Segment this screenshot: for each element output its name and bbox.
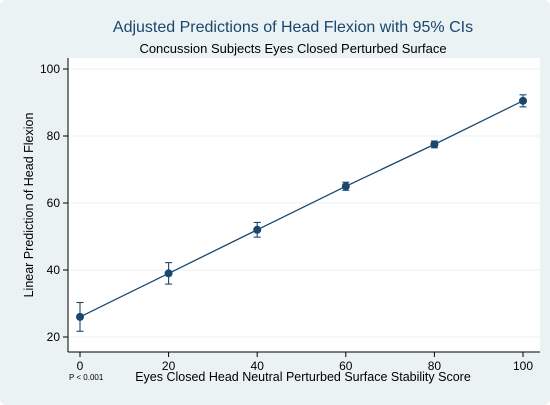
data-layer [76,94,527,332]
y-tick-label: 40 [47,263,61,277]
gridlines [68,68,540,338]
y-tick-label: 100 [40,62,60,76]
x-tick-label: 60 [339,359,353,373]
p-value-note: P < 0.001 [69,373,104,382]
x-tick-label: 80 [428,359,442,373]
data-point [76,312,84,321]
series-line [79,100,524,318]
chart-subtitle: Concussion Subjects Eyes Closed Perturbe… [139,41,446,56]
y-tick-label: 20 [47,330,61,344]
x-tick-label: 100 [513,359,533,373]
chart-title: Adjusted Predictions of Head Flexion wit… [113,19,473,36]
data-point [519,96,527,105]
data-point [164,269,173,278]
y-tick-label: 60 [47,196,61,210]
data-point [341,182,350,191]
x-tick-label: 40 [251,359,265,373]
x-tick-label: 20 [162,359,176,373]
x-tick-label: 0 [77,359,84,373]
axes: 20 40 60 80 100 0 20 40 60 80 100 [40,58,540,373]
data-point [430,140,439,149]
y-tick-label: 80 [47,129,61,143]
plot-area [68,58,540,352]
data-point [253,225,262,234]
y-axis-title: Linear Prediction of Head Flexion [22,113,36,298]
x-axis-title: Eyes Closed Head Neutral Perturbed Surfa… [135,370,471,384]
